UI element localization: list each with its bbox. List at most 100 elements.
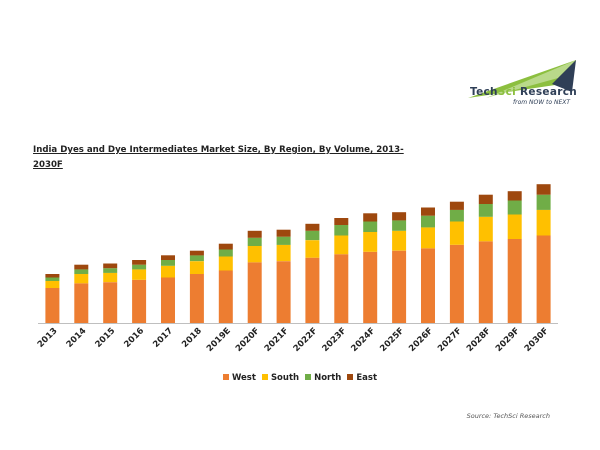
bar-south-2014 [74, 274, 89, 284]
bar-east-2023F [334, 218, 349, 225]
bar-north-2019E [218, 249, 233, 257]
bar-south-2013 [45, 281, 60, 288]
x-tick-label: 2020F [234, 326, 262, 354]
legend-swatch [347, 374, 354, 380]
legend-item-north: North [305, 373, 341, 383]
bar-north-2015 [103, 268, 118, 273]
bar-north-2017 [161, 260, 175, 266]
bar-north-2026F [421, 215, 435, 228]
bar-west-2026F [421, 248, 435, 323]
x-tick-label: 2029F [494, 326, 522, 354]
legend-label: East [356, 373, 378, 383]
bar-west-2018 [189, 274, 204, 323]
x-tick-label: 2030F [523, 326, 551, 354]
bar-west-2021F [276, 261, 291, 323]
x-tick-label: 2022F [292, 326, 320, 354]
bar-west-2027F [449, 244, 464, 323]
bar-north-2030F [536, 194, 551, 210]
legend-item-west: West [222, 373, 256, 383]
x-tick-label: 2023F [321, 326, 349, 354]
x-tick-label: 2027F [436, 326, 464, 354]
legend-swatch [305, 374, 312, 380]
x-tick-label: 2028F [465, 326, 493, 354]
bar-east-2026F [421, 207, 435, 216]
bar-north-2014 [74, 269, 89, 274]
chart-title: India Dyes and Dye Intermediates Market … [33, 145, 404, 170]
bar-east-2017 [161, 255, 175, 260]
bar-north-2025F [392, 220, 407, 231]
bar-south-2017 [161, 265, 175, 278]
x-tick-label: 2017 [151, 326, 175, 350]
bar-south-2021F [276, 244, 291, 262]
bar-south-2029F [507, 214, 522, 239]
bar-south-2030F [536, 209, 551, 236]
bar-south-2026F [421, 227, 435, 249]
bar-south-2020F [247, 246, 262, 263]
bar-south-2018 [189, 261, 204, 274]
bar-west-2016 [132, 279, 147, 323]
x-tick-label: 2015 [94, 326, 118, 350]
bar-west-2014 [74, 283, 89, 323]
bar-north-2016 [132, 264, 147, 270]
bar-east-2021F [276, 229, 291, 237]
legend-label: North [314, 373, 342, 383]
bar-east-2020F [247, 230, 262, 238]
bar-north-2028F [478, 204, 493, 217]
bar-south-2024F [363, 232, 378, 252]
bar-east-2029F [507, 191, 522, 201]
techsci-logo-graphic [468, 60, 576, 98]
bar-east-2015 [103, 263, 118, 269]
bar-west-2029F [507, 239, 522, 323]
bar-north-2027F [449, 209, 464, 222]
bar-south-2023F [334, 235, 349, 255]
chart-legend: West South North East [0, 373, 600, 383]
bar-north-2022F [305, 230, 320, 241]
brand-name: TechSci Research [470, 86, 577, 98]
bar-south-2015 [103, 272, 118, 283]
bar-west-2017 [161, 277, 175, 323]
bar-south-2025F [392, 230, 407, 251]
bar-east-2024F [363, 213, 378, 222]
bar-south-2022F [305, 240, 320, 258]
source-note: Source: TechSci Research [466, 412, 550, 420]
bar-east-2019E [218, 243, 233, 250]
bar-north-2018 [189, 255, 204, 262]
bar-east-2016 [132, 260, 147, 265]
x-tick-label: 2019E [205, 326, 233, 354]
bar-south-2016 [132, 269, 147, 280]
bar-west-2024F [363, 251, 378, 323]
x-tick-label: 2026F [407, 326, 435, 354]
bar-west-2023F [334, 254, 349, 323]
bar-east-2028F [478, 194, 493, 204]
bar-east-2025F [392, 212, 407, 221]
bar-west-2015 [103, 282, 118, 323]
bar-east-2027F [449, 201, 464, 210]
x-tick-label: 2014 [65, 326, 89, 350]
bar-south-2028F [478, 216, 493, 242]
bar-south-2027F [449, 221, 464, 245]
x-tick-label: 2016 [122, 326, 146, 350]
bar-west-2022F [305, 257, 320, 323]
bar-north-2021F [276, 236, 291, 245]
legend-item-east: East [347, 373, 377, 383]
x-tick-label: 2024F [349, 326, 377, 354]
bar-east-2013 [45, 274, 60, 278]
legend-label: West [231, 373, 256, 383]
bar-west-2020F [247, 262, 262, 323]
x-tick-label: 2025F [378, 326, 406, 354]
bar-north-2029F [507, 200, 522, 215]
bar-west-2019E [218, 270, 233, 323]
bar-west-2025F [392, 250, 407, 323]
legend-swatch [261, 374, 268, 380]
legend-label: South [270, 373, 300, 383]
x-tick-label: 2013 [36, 326, 60, 350]
legend-item-south: South [261, 373, 300, 383]
x-tick-label: 2021F [263, 326, 291, 354]
bar-north-2023F [334, 225, 349, 236]
bar-east-2014 [74, 264, 89, 270]
bar-north-2013 [45, 277, 60, 281]
bar-south-2019E [218, 256, 233, 271]
bar-east-2022F [305, 223, 320, 231]
bar-west-2013 [45, 288, 60, 323]
legend-swatch [222, 374, 229, 380]
